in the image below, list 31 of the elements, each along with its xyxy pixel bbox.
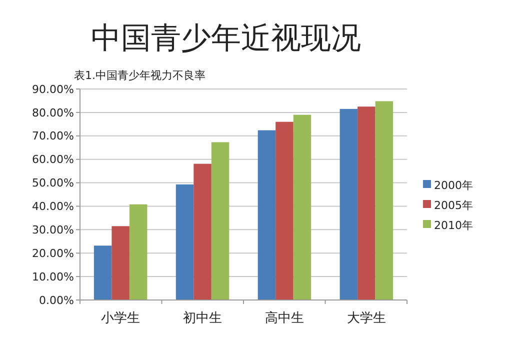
legend-label: 2000年 — [434, 178, 473, 192]
y-tick-label: 20.00% — [32, 246, 74, 260]
y-tick-label: 80.00% — [32, 106, 74, 120]
y-tick-label: 10.00% — [32, 270, 74, 284]
chart-title: 中国青少年近视现况 — [91, 21, 361, 56]
y-tick-label: 0.00% — [39, 294, 74, 307]
y-tick-label: 90.00% — [32, 82, 74, 96]
y-tick-label: 30.00% — [32, 224, 74, 237]
bar — [112, 226, 130, 300]
legend-label: 2010年 — [434, 218, 473, 232]
y-tick-label: 60.00% — [32, 153, 74, 166]
bar — [340, 108, 358, 300]
x-tick-label: 大学生 — [346, 311, 386, 326]
bar — [375, 101, 394, 300]
bar — [129, 204, 148, 300]
bar — [194, 164, 212, 300]
y-tick-label: 50.00% — [32, 176, 74, 190]
bar — [258, 130, 276, 300]
bar — [276, 122, 294, 300]
bar — [176, 184, 194, 300]
y-tick-label: 40.00% — [32, 200, 74, 214]
bar — [358, 106, 376, 300]
bar — [293, 114, 312, 300]
chart-subtitle: 表1.中国青少年视力不良率 — [74, 69, 206, 82]
legend-label: 2005年 — [434, 198, 473, 212]
x-tick-label: 小学生 — [101, 311, 140, 326]
bar — [211, 142, 230, 300]
bar — [94, 246, 112, 300]
x-tick-label: 高中生 — [264, 310, 304, 326]
y-tick-label: 70.00% — [32, 130, 74, 143]
x-tick-label: 初中生 — [183, 311, 222, 326]
